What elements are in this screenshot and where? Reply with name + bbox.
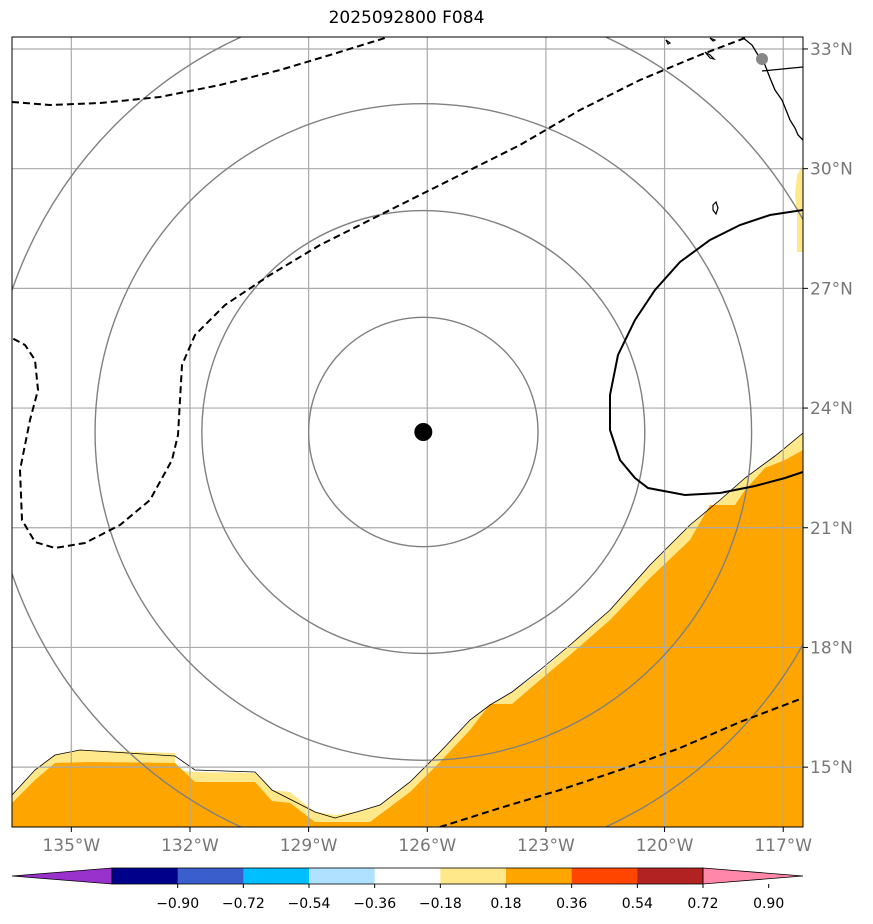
colorbar-over-extension bbox=[702, 867, 804, 885]
lat-tick-label: 15°N bbox=[810, 758, 853, 778]
colorbar-tick-label: −0.72 bbox=[222, 896, 265, 912]
map-title: 2025092800 F084 bbox=[328, 8, 485, 28]
lat-tick-label: 27°N bbox=[810, 279, 853, 299]
colorbar: −0.90 −0.72 −0.54 −0.36 −0.18 0.18 0.36 0.54 0.7… bbox=[11, 867, 804, 912]
colorbar-segment bbox=[637, 868, 704, 884]
lon-tick-label: 123°W bbox=[517, 836, 575, 856]
colorbar-tick-label: 0.90 bbox=[753, 896, 784, 912]
colorbar-tick-label: −0.54 bbox=[288, 896, 331, 912]
dashed-contour-north bbox=[12, 37, 386, 107]
lat-tick-label: 33°N bbox=[810, 40, 853, 60]
island-outline bbox=[709, 37, 717, 42]
island-outline bbox=[712, 200, 719, 216]
city-marker bbox=[756, 53, 768, 65]
colorbar-outline bbox=[111, 867, 704, 885]
colorbar-tick-label: 0.54 bbox=[622, 896, 653, 912]
lat-tick-label: 18°N bbox=[810, 638, 853, 658]
range-ring bbox=[94, 103, 753, 761]
island-outline bbox=[665, 39, 672, 45]
lat-tick-label: 24°N bbox=[810, 399, 853, 419]
border-line bbox=[761, 66, 803, 72]
lat-tick-label: 30°N bbox=[810, 160, 853, 180]
colorbar-tick-label: 0.36 bbox=[556, 896, 587, 912]
solid-contour-loop bbox=[609, 209, 803, 497]
colorbar-under-extension bbox=[11, 867, 113, 885]
lon-tick-label: 117°W bbox=[754, 836, 812, 856]
colorbar-tick-label: 0.18 bbox=[490, 896, 521, 912]
range-ring bbox=[201, 209, 646, 655]
colorbar-tick-label: −0.18 bbox=[419, 896, 462, 912]
range-ring bbox=[307, 316, 539, 548]
dashed-contour-south bbox=[439, 697, 803, 827]
lat-tick-label: 21°N bbox=[810, 519, 853, 539]
colorbar-segment bbox=[243, 868, 310, 884]
colorbar-segment bbox=[571, 868, 638, 884]
positive-anomaly-orange bbox=[12, 450, 803, 827]
colorbar-tick-label: −0.36 bbox=[353, 896, 396, 912]
map-frame bbox=[11, 36, 804, 828]
colorbar-segment bbox=[440, 868, 507, 884]
positive-anomaly-patch bbox=[795, 165, 803, 252]
colorbar-segment bbox=[112, 868, 179, 884]
lon-tick-label: 132°W bbox=[161, 836, 219, 856]
storm-center-marker bbox=[414, 423, 433, 441]
island-outline bbox=[704, 51, 716, 61]
colorbar-segment bbox=[177, 868, 244, 884]
colorbar-segment bbox=[309, 868, 376, 884]
lon-tick-label: 135°W bbox=[42, 836, 100, 856]
lon-tick-label: 120°W bbox=[636, 836, 694, 856]
coastline bbox=[741, 37, 803, 141]
colorbar-tick-label: 0.72 bbox=[687, 896, 718, 912]
dashed-contour-central bbox=[12, 37, 746, 550]
colorbar-segment bbox=[506, 868, 573, 884]
colorbar-segment bbox=[374, 868, 441, 884]
lon-tick-label: 129°W bbox=[280, 836, 338, 856]
colorbar-tick-label: −0.90 bbox=[156, 896, 199, 912]
lon-tick-label: 126°W bbox=[398, 836, 456, 856]
